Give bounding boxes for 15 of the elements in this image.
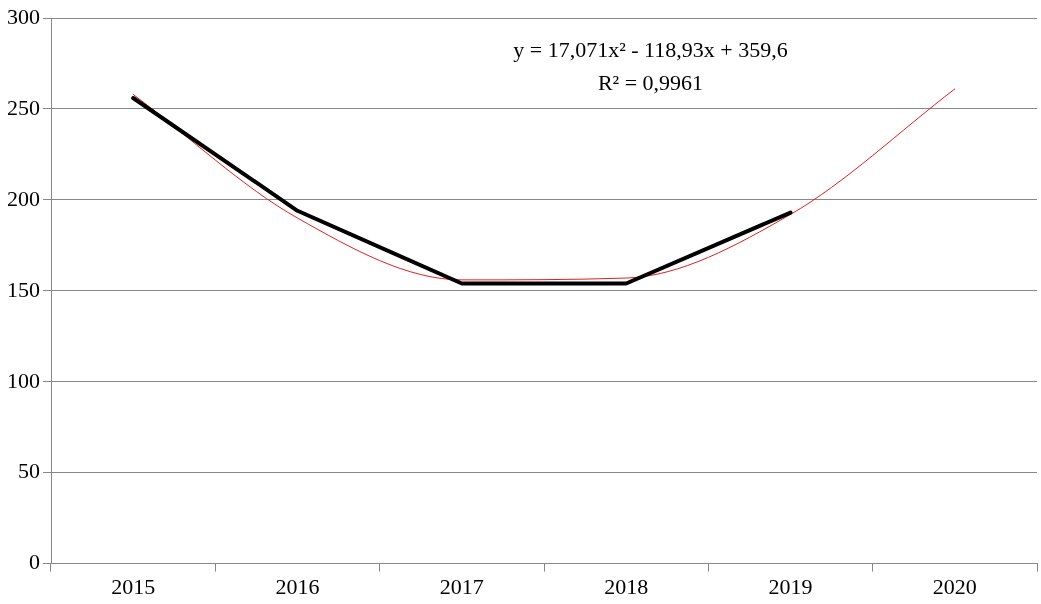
- y-tick-label: 100: [7, 367, 40, 393]
- y-tick-label: 0: [29, 549, 40, 575]
- x-tick-label: 2017: [439, 573, 484, 599]
- y-tick-label: 250: [7, 94, 40, 120]
- annotation: R² = 0,9961: [597, 69, 704, 95]
- annotation: y = 17,071x² - 118,93x + 359,6: [513, 36, 788, 62]
- y-tick-label: 50: [18, 458, 40, 484]
- x-tick-label: 2018: [604, 573, 649, 599]
- y-tick-label: 150: [7, 276, 40, 302]
- x-tick-label: 2016: [275, 573, 320, 599]
- y-tick-label: 200: [7, 185, 40, 211]
- x-tick-label: 2015: [111, 573, 156, 599]
- x-tick-label: 2019: [768, 573, 813, 599]
- y-tick-label: 300: [7, 3, 40, 29]
- x-tick-label: 2020: [932, 573, 977, 599]
